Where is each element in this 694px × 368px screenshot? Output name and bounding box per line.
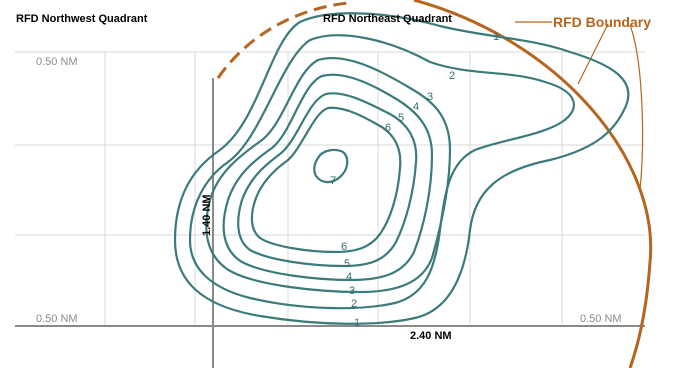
nw-quadrant-title: RFD Northwest Quadrant bbox=[16, 13, 148, 25]
scale-label-top-left: 0.50 NM bbox=[36, 56, 78, 68]
contour-label-5-top: 5 bbox=[398, 112, 404, 124]
contour-label-7: 7 bbox=[330, 175, 336, 187]
contour-line-3 bbox=[205, 56, 452, 294]
contour-label-5-bottom: 5 bbox=[344, 258, 350, 270]
scale-label-bottom-left: 0.50 NM bbox=[36, 313, 78, 325]
rfd-boundary bbox=[216, 0, 653, 368]
scale-label-vertical: 1.40 NM bbox=[201, 194, 213, 236]
contour-line-5 bbox=[237, 92, 418, 268]
contour-label-1-top: 1 bbox=[493, 31, 499, 43]
contour-label-2-top: 2 bbox=[449, 70, 455, 82]
contour-labels: 1 2 3 4 5 6 7 6 5 4 3 2 1 bbox=[330, 31, 499, 329]
scale-label-bottom-right: 0.50 NM bbox=[580, 313, 622, 325]
contour-line-4 bbox=[222, 73, 434, 282]
contour-label-6-bottom: 6 bbox=[341, 241, 347, 253]
boundary-leader-2 bbox=[629, 24, 644, 191]
contour-line-7 bbox=[313, 148, 349, 184]
contour-label-2-bottom: 2 bbox=[351, 298, 357, 310]
contour-label-3-top: 3 bbox=[427, 91, 433, 103]
contour-label-3-bottom: 3 bbox=[349, 285, 355, 297]
contours bbox=[173, 12, 630, 325]
contour-label-6-top: 6 bbox=[385, 122, 391, 134]
contour-line-1 bbox=[173, 12, 630, 325]
contour-label-4-top: 4 bbox=[413, 101, 419, 113]
contour-line-6 bbox=[250, 106, 402, 254]
scale-label-horizontal: 2.40 NM bbox=[410, 330, 452, 342]
boundary-leader-1 bbox=[577, 23, 609, 85]
contour-label-4-bottom: 4 bbox=[346, 271, 352, 283]
contour-label-1-bottom: 1 bbox=[354, 317, 360, 329]
axes bbox=[15, 78, 645, 368]
grid bbox=[15, 51, 645, 325]
rfd-boundary-label: RFD Boundary bbox=[553, 14, 651, 30]
boundary-solid-arc bbox=[413, 0, 653, 368]
ne-quadrant-title: RFD Northeast Quadrant bbox=[323, 13, 452, 25]
contour-line-2 bbox=[188, 34, 575, 310]
